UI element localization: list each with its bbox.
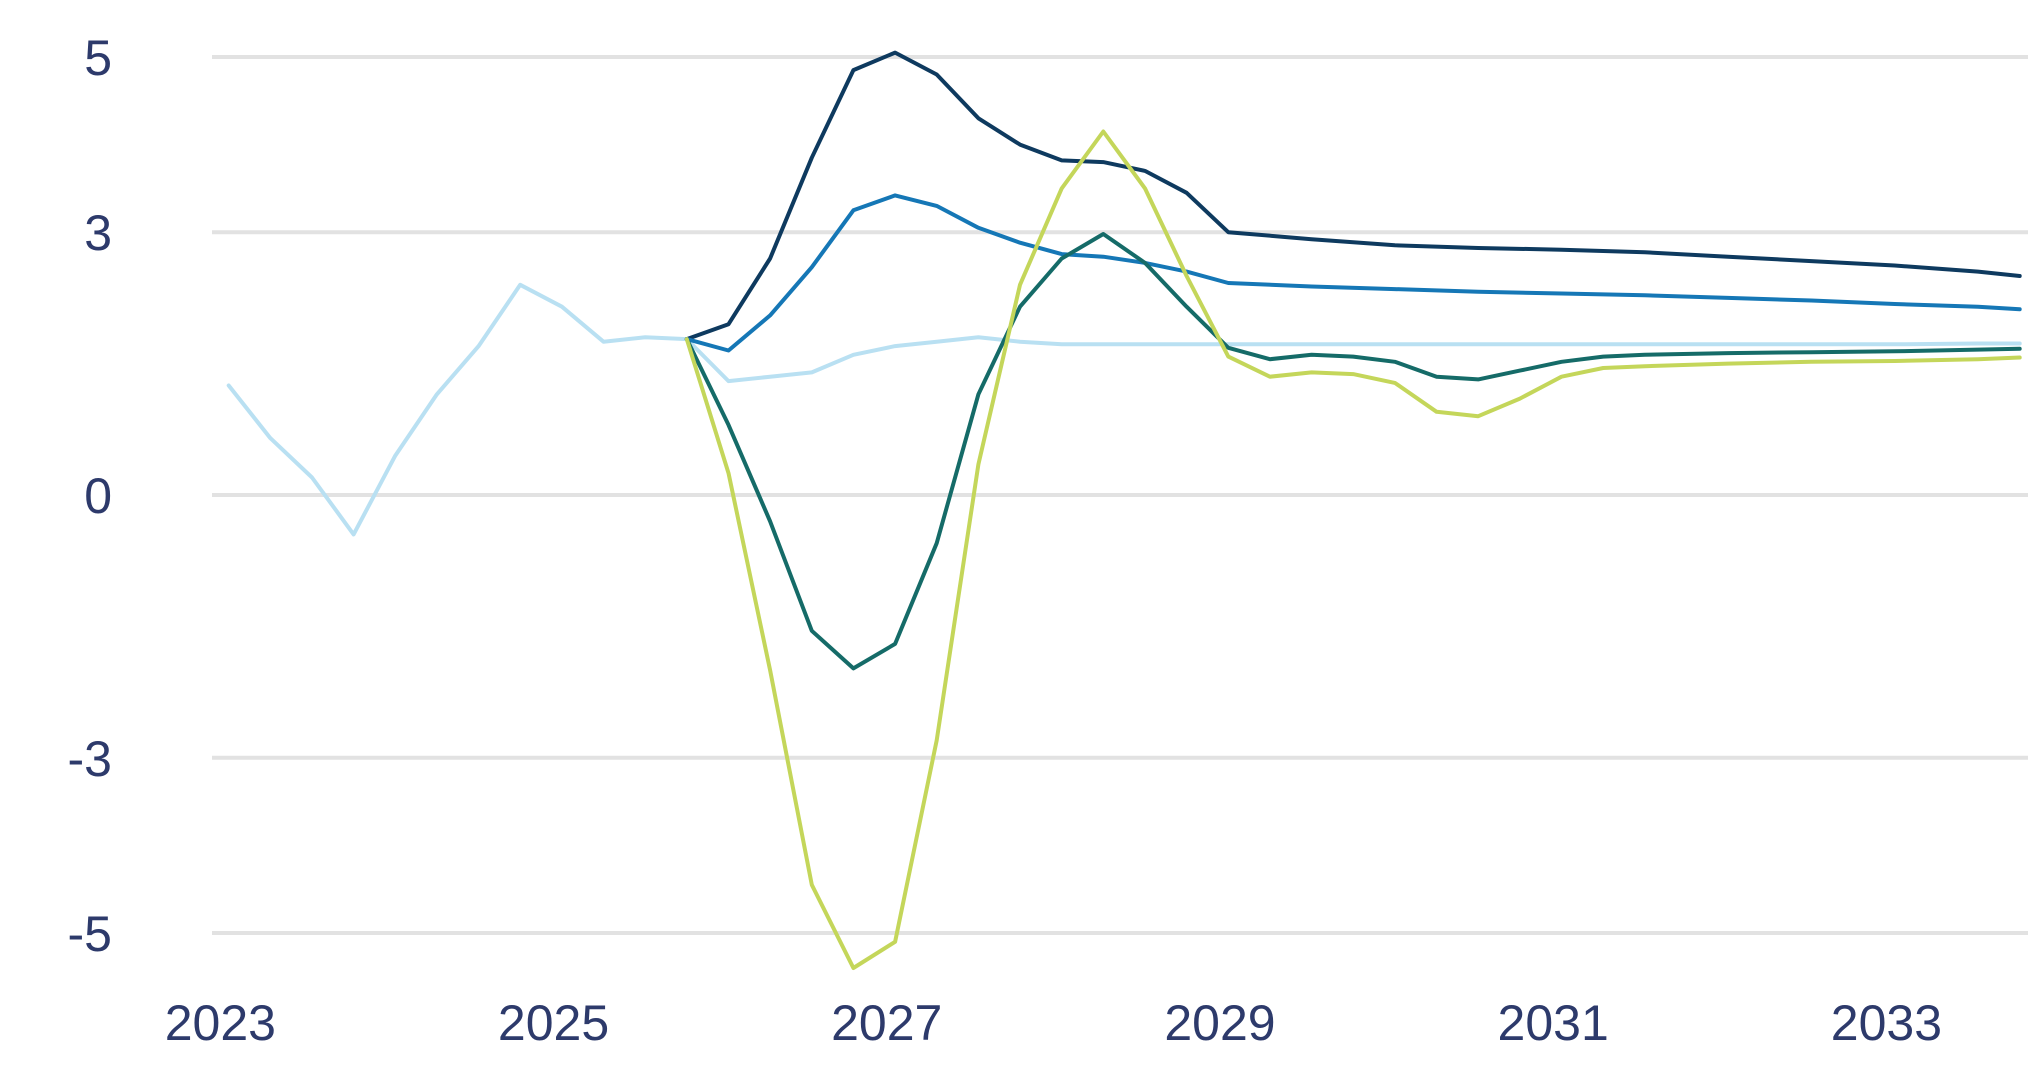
x-axis-tick-labels: 2023 2025 2027 2029 2031 2033	[165, 995, 1942, 1051]
series-line-dark-teal	[684, 232, 2022, 671]
gridlines	[212, 55, 2028, 935]
series-line-lime	[684, 129, 2022, 970]
y-axis-tick-labels: 5 3 0 -3 -5	[68, 30, 112, 962]
series-lines	[226, 50, 2022, 970]
y-tick-label: 3	[84, 205, 112, 261]
x-tick-label: 2025	[498, 995, 609, 1051]
y-tick-label: 5	[84, 30, 112, 86]
x-tick-label: 2033	[1831, 995, 1942, 1051]
y-tick-label: -3	[68, 731, 112, 787]
x-tick-label: 2031	[1498, 995, 1609, 1051]
y-tick-label: 0	[84, 468, 112, 524]
x-tick-label: 2023	[165, 995, 276, 1051]
x-tick-label: 2027	[831, 995, 942, 1051]
x-tick-label: 2029	[1164, 995, 1275, 1051]
series-line-medium-blue	[684, 193, 2022, 353]
y-tick-label: -5	[68, 906, 112, 962]
series-line-navy	[684, 50, 2022, 342]
series-line-light-blue	[226, 282, 2022, 537]
